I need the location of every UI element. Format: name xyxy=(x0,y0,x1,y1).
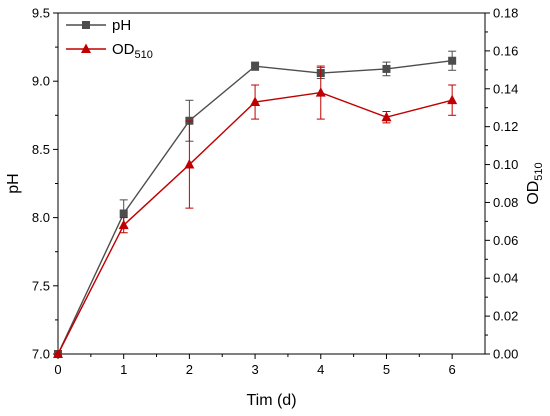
y-right-tick-label: 0.10 xyxy=(493,157,518,172)
y-right-axis-title-base: OD xyxy=(525,181,542,205)
axis-titles: Tim (d)pH OD510 xyxy=(5,162,545,409)
data-point-triangle xyxy=(381,111,392,122)
y-right-tick-label: 0.12 xyxy=(493,119,518,134)
x-axis-title: Tim (d) xyxy=(246,392,296,409)
data-point-triangle xyxy=(447,94,458,105)
y-left-tick-label: 8.5 xyxy=(32,142,50,157)
y-left-axis-title: pH xyxy=(5,173,22,193)
legend-label: OD510 xyxy=(112,41,153,61)
data-point-triangle xyxy=(53,348,63,358)
legend-item: OD510 xyxy=(66,41,153,61)
legend-label-base: pH xyxy=(112,17,131,34)
data-point-square xyxy=(382,64,391,73)
y-left-tick-label: 7.0 xyxy=(32,347,50,362)
data-point-triangle xyxy=(315,87,326,97)
y-right-tick-label: 0.04 xyxy=(493,271,518,286)
y-right-axis-title: OD510 xyxy=(525,162,545,204)
x-tick-label: 1 xyxy=(120,362,127,377)
y-right-tick-label: 0.08 xyxy=(493,195,518,210)
legend-label-subscript: 510 xyxy=(135,49,153,61)
legend-label-base: OD xyxy=(112,41,135,58)
y-right-tick-label: 0.06 xyxy=(493,233,518,248)
y-right-tick-label: 0.16 xyxy=(493,43,518,58)
x-tick-label: 2 xyxy=(186,362,193,377)
data-point-triangle xyxy=(118,219,129,230)
data-point-square xyxy=(448,56,457,65)
data-point-square xyxy=(251,62,260,71)
y-left-tick-label: 7.5 xyxy=(32,278,50,293)
y-left-tick-label: 9.5 xyxy=(32,6,50,21)
data-point-triangle xyxy=(250,96,261,107)
y-right-tick-label: 0.18 xyxy=(493,6,518,21)
y-right-axis-title-subscript: 510 xyxy=(533,162,545,180)
x-tick-label: 4 xyxy=(317,362,324,377)
y-right-tick-label: 0.00 xyxy=(493,347,518,362)
series-layer xyxy=(53,50,458,358)
x-tick-label: 3 xyxy=(251,362,258,377)
series-line xyxy=(57,91,453,355)
legend-marker-square xyxy=(82,21,90,29)
data-point-triangle xyxy=(184,159,195,169)
y-right-tick-label: 0.14 xyxy=(493,81,518,96)
data-point-square xyxy=(119,209,128,218)
x-tick-label: 6 xyxy=(449,362,456,377)
y-left-tick-label: 9.0 xyxy=(32,74,50,89)
legend-item: pH xyxy=(66,17,131,34)
y-right-tick-label: 0.02 xyxy=(493,309,518,324)
series-od510 xyxy=(53,65,458,358)
x-tick-label: 5 xyxy=(383,362,390,377)
legend-label: pH xyxy=(112,17,131,34)
legend: pH OD510 xyxy=(66,17,153,61)
legend-marker-triangle xyxy=(81,43,91,53)
x-tick-label: 0 xyxy=(54,362,61,377)
axes-layer: 0 1 2 3 4 5 6 7.0 7.5 8.0 8.5 9.0 9.5 0.00 0.02 0.04 0.0… xyxy=(32,6,518,378)
y-left-tick-label: 8.0 xyxy=(32,210,50,225)
